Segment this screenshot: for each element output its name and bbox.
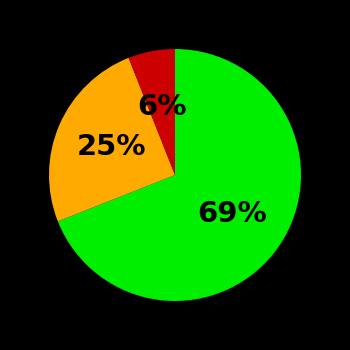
Text: 6%: 6% [137,93,187,121]
Wedge shape [58,49,301,301]
Wedge shape [49,58,175,222]
Text: 69%: 69% [197,200,267,228]
Text: 25%: 25% [77,133,146,161]
Wedge shape [128,49,175,175]
